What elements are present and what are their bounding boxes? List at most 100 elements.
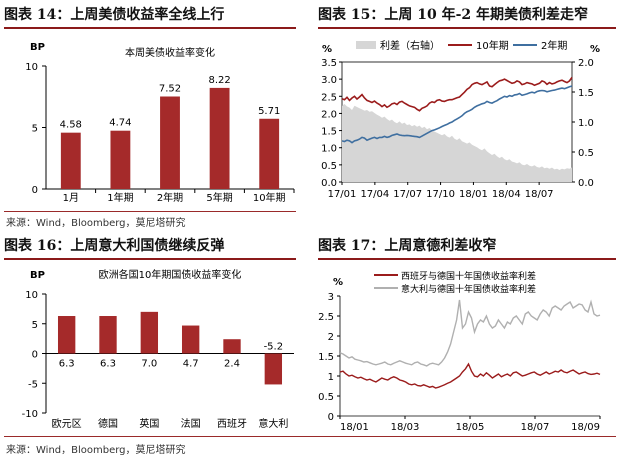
f16-bar-3 bbox=[181, 325, 200, 354]
figure-15-title-rule bbox=[318, 27, 616, 29]
f14-value-label-0: 4.58 bbox=[60, 120, 82, 131]
f16-x-label-2: 英国 bbox=[139, 417, 159, 430]
figure-16-title: 图表 16：上周意大利国债继续反弹 bbox=[4, 238, 225, 254]
figure-14-title: 图表 14：上周美债收益率全线上行 bbox=[4, 7, 225, 23]
f14-x-label-3: 5年期 bbox=[206, 191, 232, 204]
figure-14-title-rule bbox=[4, 27, 296, 29]
f15-y-left-tick-label-5: 2.5 bbox=[321, 92, 337, 103]
f15-y-left-tick-label-2: 1.0 bbox=[321, 144, 337, 155]
f16-ylabel: BP bbox=[30, 270, 45, 281]
f17-y-tick-label-5: 2.5 bbox=[318, 312, 334, 323]
f17-y-tick-label-4: 2 bbox=[328, 332, 334, 343]
figure-17-title-rule bbox=[318, 258, 616, 260]
f14-x-label-1: 1年期 bbox=[107, 191, 133, 204]
f14-value-label-2: 7.52 bbox=[159, 84, 181, 95]
f14-value-label-3: 8.22 bbox=[208, 75, 230, 86]
f14-value-label-4: 5.71 bbox=[258, 106, 280, 117]
f15-x-tick-label-0: 17/01 bbox=[328, 189, 357, 200]
f15-ylabel-left: % bbox=[322, 44, 332, 55]
f16-value-label-5: -5.2 bbox=[264, 342, 284, 353]
f14-bar-4 bbox=[259, 118, 280, 189]
figure-14-source: 来源：Wind，Bloomberg，莫尼塔研究 bbox=[6, 218, 186, 229]
f14-x-label-4: 10年期 bbox=[253, 191, 286, 204]
f16-y-tick-label-1: -5 bbox=[28, 379, 38, 390]
f15-series-spread-area bbox=[342, 104, 572, 182]
f17-legend-label-italy: 意大利与德国十年国债收益率利差 bbox=[401, 283, 536, 295]
f17-x-tick-label-4: 18/09 bbox=[571, 422, 600, 433]
f14-chart-title: 本周美债收益率变化 bbox=[125, 46, 215, 59]
f17-y-tick-label-0: 0 bbox=[328, 412, 334, 423]
f16-y-tick-label-4: 10 bbox=[25, 290, 38, 301]
f17-y-tick-label-2: 1 bbox=[328, 372, 334, 383]
figure-16-bottom-rule bbox=[4, 436, 616, 437]
f15-y-right-tick-label-3: 1.5 bbox=[578, 88, 594, 99]
f16-value-label-1: 6.3 bbox=[100, 359, 116, 370]
f16-value-label-2: 7.0 bbox=[141, 359, 157, 370]
f15-x-tick-label-2: 17/07 bbox=[393, 189, 422, 200]
f17-x-tick-label-2: 18/05 bbox=[456, 422, 485, 433]
f14-bar-2 bbox=[160, 96, 180, 189]
f14-x-label-2: 2年期 bbox=[157, 191, 183, 204]
f15-y-right-tick-label-2: 1.0 bbox=[578, 118, 594, 129]
f15-y-right-tick-label-1: 0.5 bbox=[578, 148, 594, 159]
f15-y-left-tick-label-6: 3.0 bbox=[321, 75, 337, 86]
f14-bar-0 bbox=[60, 132, 81, 189]
f16-value-label-3: 4.7 bbox=[183, 359, 199, 370]
f17-x-tick-label-1: 18/03 bbox=[391, 422, 420, 433]
f16-value-label-0: 6.3 bbox=[59, 359, 75, 370]
f15-x-tick-label-6: 18/07 bbox=[525, 189, 554, 200]
f15-legend-label-2y: 2年期 bbox=[541, 39, 567, 52]
f14-bar-1 bbox=[110, 130, 131, 189]
f14-ylabel: BP bbox=[30, 42, 45, 53]
figure-14-bottom-rule bbox=[4, 211, 296, 212]
f15-x-tick-label-1: 17/04 bbox=[360, 189, 389, 200]
f16-bar-1 bbox=[99, 316, 117, 354]
f15-y-left-tick-label-3: 1.5 bbox=[321, 127, 337, 138]
f16-x-label-4: 西班牙 bbox=[217, 418, 247, 430]
f15-y-left-tick-label-4: 2.0 bbox=[321, 109, 337, 120]
f15-y-right-tick-label-4: 2.0 bbox=[578, 58, 594, 69]
figure-15-title: 图表 15：上周 10 年-2 年期美债利差走窄 bbox=[318, 7, 589, 23]
f17-x-tick-label-0: 18/01 bbox=[340, 422, 369, 433]
f15-legend-swatch-spread bbox=[356, 41, 376, 49]
f16-y-tick-label-0: -10 bbox=[22, 409, 38, 420]
f17-series-italy-line bbox=[339, 299, 601, 367]
f15-x-tick-label-3: 17/10 bbox=[426, 189, 455, 200]
f17-x-tick-label-3: 18/07 bbox=[521, 422, 550, 433]
f15-y-right-tick-label-0: 0.0 bbox=[578, 178, 594, 189]
f14-y-tick-label-2: 10 bbox=[25, 62, 38, 73]
f16-x-label-1: 德国 bbox=[98, 417, 118, 430]
f17-legend-label-spain: 西班牙与德国十年国债收益率利差 bbox=[401, 270, 536, 282]
f17-y-tick-label-1: 0.5 bbox=[318, 392, 334, 403]
f17-series-spain-line bbox=[339, 362, 601, 389]
f15-y-left-tick-label-1: 0.5 bbox=[321, 161, 337, 172]
f16-bar-5 bbox=[264, 353, 283, 385]
f16-bar-4 bbox=[223, 339, 241, 354]
f14-y-tick-label-0: 0 bbox=[32, 185, 38, 196]
f16-y-tick-label-3: 5 bbox=[32, 320, 38, 331]
f16-bar-2 bbox=[140, 311, 159, 354]
f14-value-label-1: 4.74 bbox=[109, 118, 131, 129]
f14-bar-3 bbox=[209, 87, 230, 189]
f16-bar-0 bbox=[57, 316, 76, 354]
f15-legend-label-spread: 利差（右轴） bbox=[380, 39, 440, 52]
f17-y-tick-label-6: 3 bbox=[328, 292, 334, 303]
f15-y-left-tick-label-7: 3.5 bbox=[321, 58, 337, 69]
f16-y-tick-label-2: 0 bbox=[32, 350, 38, 361]
f16-x-label-5: 意大利 bbox=[258, 417, 288, 430]
f17-ylabel: % bbox=[333, 277, 343, 288]
figure-16-title-rule bbox=[4, 258, 296, 260]
f16-x-label-3: 法国 bbox=[181, 417, 201, 430]
f15-ylabel-right: % bbox=[590, 44, 600, 55]
f16-x-label-0: 欧元区 bbox=[52, 418, 82, 430]
f17-y-tick-label-3: 1.5 bbox=[318, 352, 334, 363]
figure-16-source: 来源：Wind，Bloomberg，莫尼塔研究 bbox=[6, 445, 186, 456]
f14-x-label-0: 1月 bbox=[63, 192, 79, 204]
f15-x-tick-label-5: 18/04 bbox=[492, 189, 521, 200]
f15-series-2y-line bbox=[341, 85, 573, 144]
f14-y-tick-label-1: 5 bbox=[32, 124, 38, 135]
f15-legend-label-10y: 10年期 bbox=[476, 39, 509, 52]
figure-17-title: 图表 17：上周意德利差收窄 bbox=[318, 238, 497, 254]
f15-y-left-tick-label-0: 0.0 bbox=[321, 178, 337, 189]
